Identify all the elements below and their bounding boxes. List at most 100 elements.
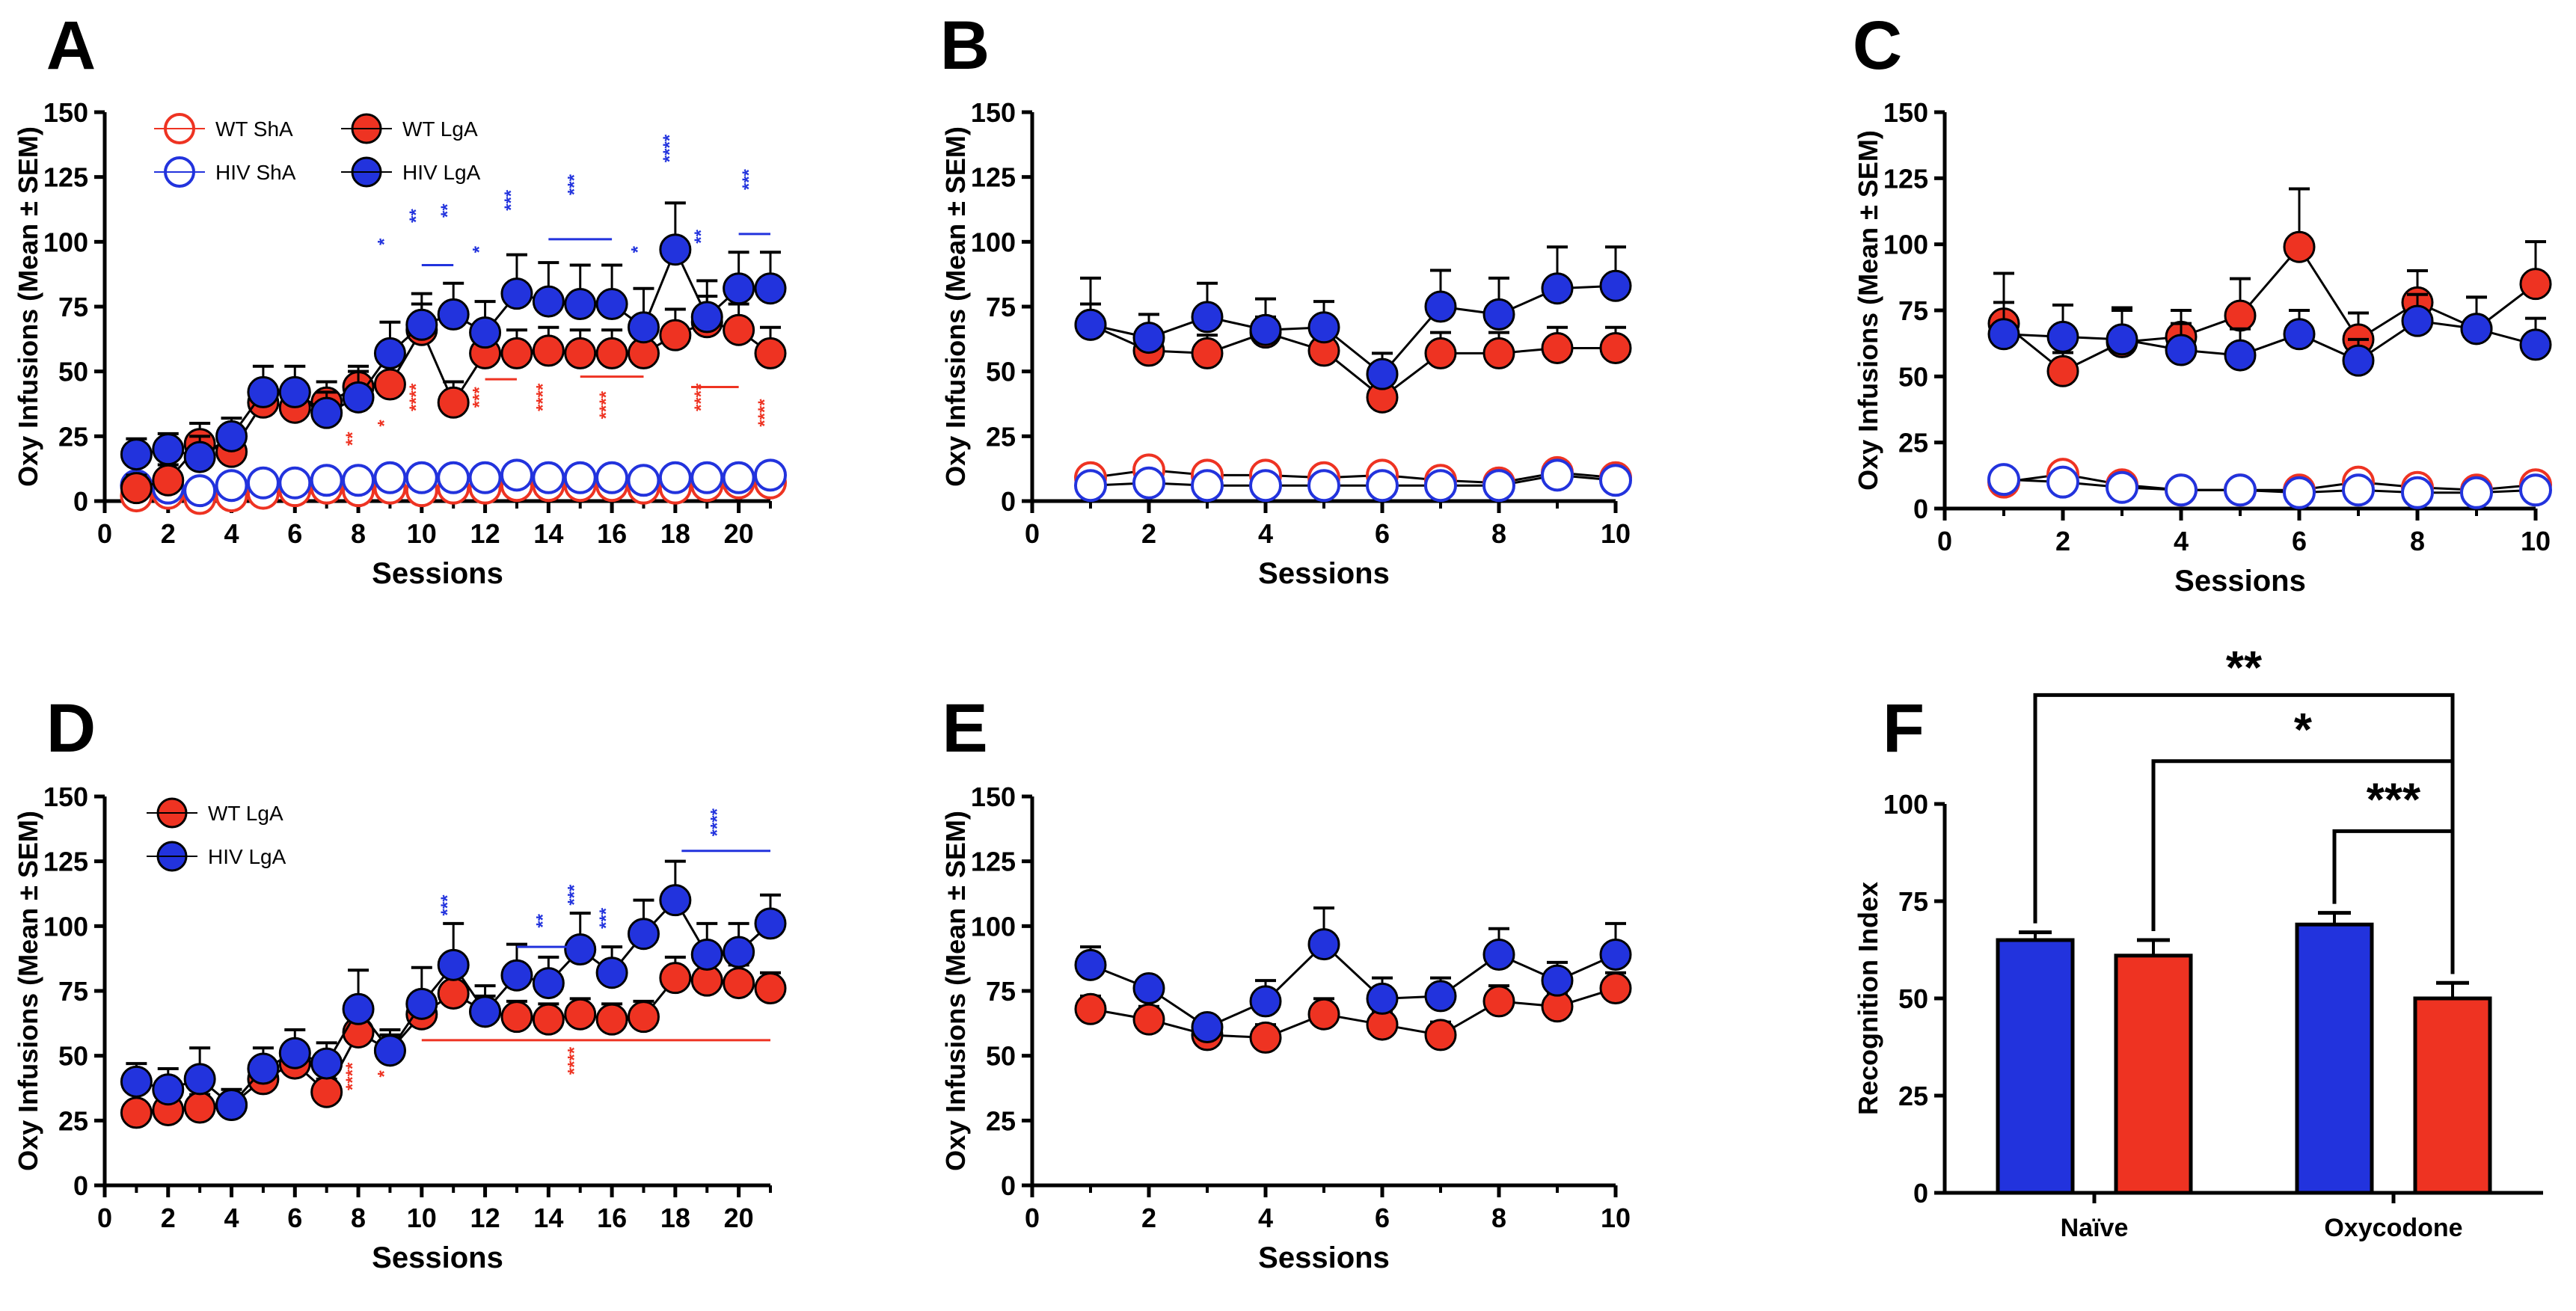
data-point (1307, 469, 1340, 503)
data-point (152, 464, 185, 497)
data-point (1191, 469, 1224, 503)
significance-annotation: * (374, 238, 394, 245)
x-tick-label: 8 (1491, 1203, 1506, 1233)
data-point (1482, 938, 1515, 971)
data-point (310, 1047, 343, 1080)
y-tick-label: 125 (1883, 163, 1928, 194)
significance-annotation: * (374, 420, 394, 427)
data-point (754, 272, 787, 305)
data-point (1541, 458, 1574, 492)
data-point (1424, 980, 1457, 1013)
data-point (1599, 464, 1632, 497)
data-point (595, 957, 628, 989)
data-point (183, 1091, 216, 1124)
y-tick-label: 100 (1883, 230, 1928, 260)
x-tick-label: 10 (1601, 1203, 1631, 1233)
legend-label: WT ShA (215, 117, 293, 141)
data-point (2460, 313, 2493, 346)
data-point (1249, 1021, 1282, 1054)
series-line (1090, 473, 1616, 487)
significance-label: ** (2226, 642, 2263, 694)
data-point (310, 464, 343, 497)
x-axis-label: Sessions (1258, 557, 1390, 590)
data-point (1424, 337, 1457, 369)
series-line (1090, 284, 1616, 376)
data-point (278, 1037, 311, 1069)
data-point (659, 962, 692, 995)
legend-label: WT LgA (402, 117, 478, 141)
significance-annotation: **** (406, 383, 426, 411)
data-point (1132, 466, 1165, 500)
x-tick-label: 8 (351, 1203, 366, 1233)
data-point (373, 461, 407, 494)
x-tick-label: 14 (533, 1203, 563, 1233)
y-tick-label: 25 (1898, 1081, 1928, 1111)
data-point (215, 420, 248, 452)
significance-annotation: **** (691, 383, 711, 411)
data-point (405, 461, 438, 494)
y-tick-label: 0 (73, 486, 88, 517)
significance-annotation: * (470, 245, 490, 253)
data-point (278, 375, 311, 408)
legend-label: HIV LgA (208, 845, 286, 868)
data-point (595, 461, 629, 494)
data-point (1074, 992, 1107, 1025)
data-point (1249, 313, 1282, 346)
bar (1996, 938, 2075, 1195)
data-point (310, 1075, 343, 1108)
y-tick-label: 0 (1001, 486, 1016, 517)
significance-annotation: **** (343, 1062, 363, 1090)
data-point (690, 461, 724, 494)
data-point (246, 466, 280, 500)
series-hiv-lga (1074, 906, 1632, 1044)
data-point (500, 1001, 533, 1034)
data-point (1074, 308, 1107, 341)
data-point (2165, 473, 2198, 507)
series-hiv-lga (1987, 292, 2552, 377)
panel-letter: D (46, 690, 96, 767)
data-point (373, 1034, 406, 1067)
series-hiv-lga (120, 859, 787, 1122)
data-point (1249, 985, 1282, 1018)
y-tick-label: 0 (1913, 494, 1928, 524)
significance-annotation: **** (565, 1046, 585, 1075)
data-point (564, 288, 597, 321)
x-tick-label: 10 (407, 1203, 437, 1233)
x-tick-label: 10 (1601, 518, 1631, 549)
data-point (247, 1052, 280, 1085)
data-point (595, 337, 628, 369)
data-point (754, 972, 787, 1005)
x-tick-label: 4 (224, 1203, 239, 1233)
significance-annotation: **** (660, 134, 680, 162)
y-tick-label: 0 (73, 1170, 88, 1201)
data-point (1366, 357, 1399, 390)
data-point (2342, 344, 2375, 377)
series-hiv-lga (1074, 245, 1632, 390)
significance-bracket (2033, 693, 2455, 974)
legend: WT ShA WT LgA HIV ShA HIV LgA (154, 113, 481, 188)
legend-label: HIV ShA (215, 161, 296, 184)
data-point (152, 1073, 185, 1106)
data-point (373, 337, 406, 369)
data-point (468, 461, 502, 494)
y-tick-label: 100 (43, 227, 88, 257)
y-tick-label: 75 (58, 292, 88, 322)
data-point (215, 469, 248, 503)
data-point (754, 458, 787, 492)
x-tick-label: 18 (660, 1203, 690, 1233)
x-tick-label: 0 (97, 518, 112, 549)
data-point (1074, 948, 1107, 981)
series-hiv-sha (120, 458, 787, 508)
significance-annotation: ** (691, 229, 711, 243)
y-tick-label: 25 (986, 421, 1016, 452)
y-tick-label: 100 (971, 911, 1016, 942)
data-point (1132, 972, 1165, 1005)
data-point (1541, 272, 1574, 305)
significance-annotation: **** (533, 383, 553, 411)
legend-label: HIV LgA (402, 161, 481, 184)
data-point (373, 368, 406, 401)
panel-letter: C (1853, 7, 1902, 84)
data-point (627, 1001, 660, 1034)
data-point (1307, 998, 1340, 1031)
data-point (754, 337, 787, 369)
